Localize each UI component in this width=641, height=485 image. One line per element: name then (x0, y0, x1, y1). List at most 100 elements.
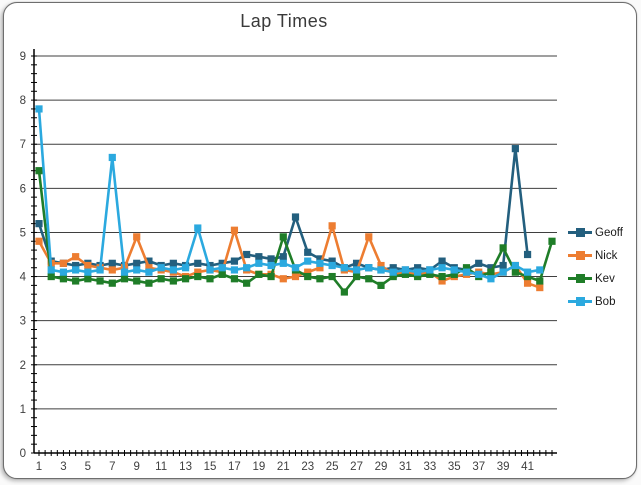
data-point-marker (487, 275, 495, 283)
data-point-marker (59, 259, 68, 267)
x-tick-label: 13 (179, 461, 192, 473)
legend-item-nick[interactable]: Nick (568, 244, 623, 267)
data-point-marker (304, 272, 312, 281)
data-point-marker (548, 237, 556, 245)
data-point-marker (462, 268, 471, 276)
data-point-marker (133, 266, 141, 274)
data-point-marker (291, 272, 300, 281)
x-tick-label: 23 (301, 461, 314, 473)
legend-label: Nick (595, 249, 618, 262)
data-point-marker (389, 268, 397, 276)
data-point-marker (108, 279, 116, 287)
data-point-marker (243, 279, 251, 287)
data-point-marker (120, 275, 129, 283)
data-point-marker (377, 281, 385, 289)
data-point-marker (401, 270, 410, 278)
data-point-marker (35, 167, 43, 175)
data-point-marker (243, 250, 251, 259)
data-point-marker (462, 264, 471, 272)
y-tick-label: 2 (20, 360, 26, 372)
data-point-marker (255, 259, 263, 267)
data-point-marker (230, 226, 239, 234)
legend-item-kev[interactable]: Kev (568, 267, 623, 290)
data-point-marker (206, 275, 214, 283)
x-tick-label: 35 (448, 461, 461, 473)
data-point-marker (475, 259, 483, 267)
data-point-marker (536, 283, 544, 292)
data-point-marker (194, 259, 202, 267)
x-tick-label: 1 (36, 461, 42, 473)
data-point-marker (401, 266, 410, 274)
data-point-marker (340, 264, 348, 272)
data-point-marker (316, 264, 324, 272)
data-point-marker (304, 257, 312, 265)
data-point-marker (487, 268, 495, 276)
data-point-marker (291, 264, 300, 272)
data-point-marker (304, 248, 312, 256)
x-tick-label: 17 (228, 461, 241, 473)
legend: Geoff Nick Kev Bob (568, 221, 623, 313)
data-point-marker (328, 272, 336, 281)
data-point-marker (304, 268, 312, 276)
data-point-marker (279, 233, 287, 241)
data-point-marker (352, 259, 361, 267)
data-point-marker (157, 264, 165, 272)
data-point-marker (499, 261, 507, 270)
data-point-marker (72, 261, 80, 270)
y-tick-label: 9 (20, 51, 26, 63)
data-point-marker (279, 275, 287, 283)
data-point-marker (267, 261, 275, 270)
data-point-marker (499, 244, 507, 252)
legend-marker-icon (568, 274, 592, 283)
y-tick-label: 1 (20, 404, 26, 416)
data-point-marker (377, 261, 385, 270)
data-point-marker (475, 270, 483, 278)
x-tick-label: 19 (252, 461, 265, 473)
data-point-marker (108, 153, 116, 162)
data-point-marker (279, 259, 287, 267)
data-point-marker (328, 222, 336, 230)
x-tick-label: 15 (204, 461, 217, 473)
data-point-marker (120, 268, 129, 276)
data-point-marker (438, 264, 446, 272)
data-point-marker (181, 275, 190, 283)
x-tick-label: 27 (350, 461, 363, 473)
data-point-marker (426, 270, 434, 278)
x-tick-label: 41 (521, 461, 534, 473)
data-point-marker (96, 277, 104, 285)
data-point-marker (414, 272, 422, 281)
data-point-marker (72, 277, 80, 285)
data-point-marker (365, 233, 373, 241)
data-point-marker (84, 268, 92, 276)
y-tick-label: 8 (20, 95, 26, 107)
data-point-marker (328, 261, 336, 270)
data-point-marker (35, 237, 43, 245)
data-point-marker (511, 268, 519, 276)
data-point-marker (145, 279, 153, 287)
data-point-marker (487, 264, 495, 272)
data-point-marker (35, 105, 43, 113)
x-tick-label: 21 (277, 461, 290, 473)
x-tick-label: 11 (155, 461, 167, 473)
legend-item-bob[interactable]: Bob (568, 290, 623, 313)
data-point-marker (181, 264, 190, 272)
data-point-marker (438, 272, 446, 281)
x-tick-label: 5 (85, 461, 91, 473)
x-tick-label: 9 (134, 461, 140, 473)
legend-label: Bob (595, 295, 616, 308)
data-point-marker (194, 224, 202, 232)
legend-item-geoff[interactable]: Geoff (568, 221, 623, 244)
x-tick-label: 25 (326, 461, 339, 473)
data-point-marker (84, 261, 92, 270)
data-point-marker (523, 268, 532, 276)
data-point-marker (255, 253, 263, 261)
data-point-marker (536, 266, 544, 274)
x-tick-label: 3 (60, 461, 66, 473)
data-point-marker (72, 253, 80, 261)
data-point-marker (316, 259, 324, 267)
data-point-marker (267, 272, 275, 281)
data-point-marker (426, 266, 434, 274)
gridlines (34, 55, 557, 410)
data-point-marker (145, 257, 153, 265)
